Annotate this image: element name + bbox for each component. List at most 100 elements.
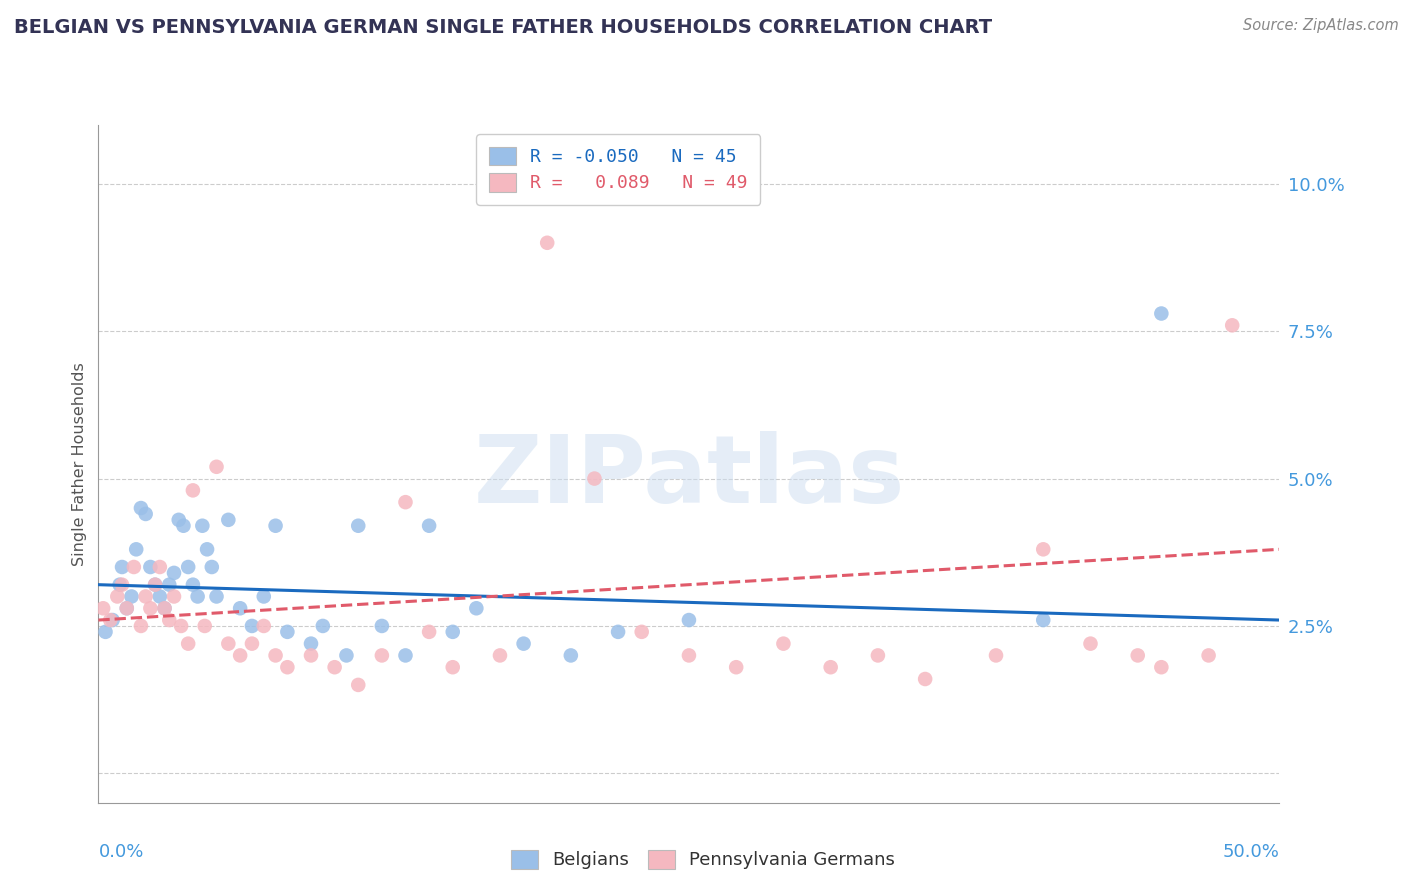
- Text: 50.0%: 50.0%: [1223, 844, 1279, 862]
- Text: Source: ZipAtlas.com: Source: ZipAtlas.com: [1243, 18, 1399, 33]
- Point: [129, 619, 152, 633]
- Point: [299, 648, 322, 663]
- Point: [607, 624, 630, 639]
- Point: [194, 619, 217, 633]
- Point: [217, 513, 239, 527]
- Point: [984, 648, 1007, 663]
- Point: [125, 542, 148, 557]
- Point: [115, 601, 138, 615]
- Point: [157, 613, 180, 627]
- Point: [129, 501, 152, 516]
- Point: [1150, 306, 1173, 320]
- Point: [914, 672, 936, 686]
- Point: [820, 660, 842, 674]
- Point: [335, 648, 357, 663]
- Legend: Belgians, Pennsylvania Germans: Belgians, Pennsylvania Germans: [502, 841, 904, 879]
- Point: [135, 507, 157, 521]
- Point: [153, 601, 176, 615]
- Point: [1080, 637, 1102, 651]
- Point: [149, 560, 172, 574]
- Point: [560, 648, 582, 663]
- Point: [163, 590, 186, 604]
- Point: [1032, 613, 1054, 627]
- Point: [276, 624, 298, 639]
- Point: [489, 648, 512, 663]
- Point: [772, 637, 794, 651]
- Point: [276, 660, 298, 674]
- Point: [299, 637, 322, 651]
- Point: [98, 613, 121, 627]
- Point: [195, 542, 218, 557]
- Point: [264, 518, 287, 533]
- Point: [583, 472, 606, 486]
- Point: [394, 495, 416, 509]
- Point: [163, 566, 186, 580]
- Point: [172, 518, 194, 533]
- Text: BELGIAN VS PENNSYLVANIA GERMAN SINGLE FATHER HOUSEHOLDS CORRELATION CHART: BELGIAN VS PENNSYLVANIA GERMAN SINGLE FA…: [14, 18, 993, 37]
- Point: [1126, 648, 1149, 663]
- Point: [1220, 318, 1243, 333]
- Point: [536, 235, 558, 250]
- Point: [866, 648, 889, 663]
- Point: [205, 590, 228, 604]
- Point: [441, 660, 464, 674]
- Point: [323, 660, 346, 674]
- Point: [253, 619, 276, 633]
- Point: [1198, 648, 1220, 663]
- Point: [191, 518, 214, 533]
- Point: [394, 648, 416, 663]
- Text: 0.0%: 0.0%: [98, 844, 143, 862]
- Point: [135, 590, 157, 604]
- Point: [177, 560, 200, 574]
- Y-axis label: Single Father Households: Single Father Households: [72, 362, 87, 566]
- Point: [229, 648, 252, 663]
- Point: [181, 483, 204, 498]
- Point: [121, 590, 143, 604]
- Point: [153, 601, 176, 615]
- Point: [177, 637, 200, 651]
- Point: [725, 660, 748, 674]
- Point: [1150, 660, 1173, 674]
- Point: [149, 590, 172, 604]
- Point: [139, 601, 162, 615]
- Point: [418, 624, 440, 639]
- Point: [1032, 542, 1054, 557]
- Point: [465, 601, 488, 615]
- Point: [217, 637, 239, 651]
- Point: [240, 637, 263, 651]
- Point: [94, 624, 117, 639]
- Point: [143, 577, 166, 591]
- Legend: R = -0.050   N = 45, R =   0.089   N = 49: R = -0.050 N = 45, R = 0.089 N = 49: [475, 134, 761, 205]
- Point: [678, 648, 700, 663]
- Point: [111, 560, 134, 574]
- Point: [187, 590, 209, 604]
- Point: [139, 560, 162, 574]
- Point: [167, 513, 190, 527]
- Point: [347, 678, 370, 692]
- Point: [122, 560, 145, 574]
- Point: [205, 459, 228, 474]
- Point: [371, 648, 394, 663]
- Point: [371, 619, 394, 633]
- Point: [240, 619, 263, 633]
- Point: [201, 560, 224, 574]
- Point: [441, 624, 464, 639]
- Point: [678, 613, 700, 627]
- Point: [347, 518, 370, 533]
- Point: [108, 577, 131, 591]
- Point: [91, 601, 114, 615]
- Point: [512, 637, 534, 651]
- Point: [143, 577, 166, 591]
- Point: [105, 590, 128, 604]
- Point: [101, 613, 124, 627]
- Point: [630, 624, 652, 639]
- Text: ZIPatlas: ZIPatlas: [474, 432, 904, 524]
- Point: [181, 577, 204, 591]
- Point: [115, 601, 138, 615]
- Point: [170, 619, 193, 633]
- Point: [418, 518, 440, 533]
- Point: [312, 619, 335, 633]
- Point: [157, 577, 180, 591]
- Point: [229, 601, 252, 615]
- Point: [253, 590, 276, 604]
